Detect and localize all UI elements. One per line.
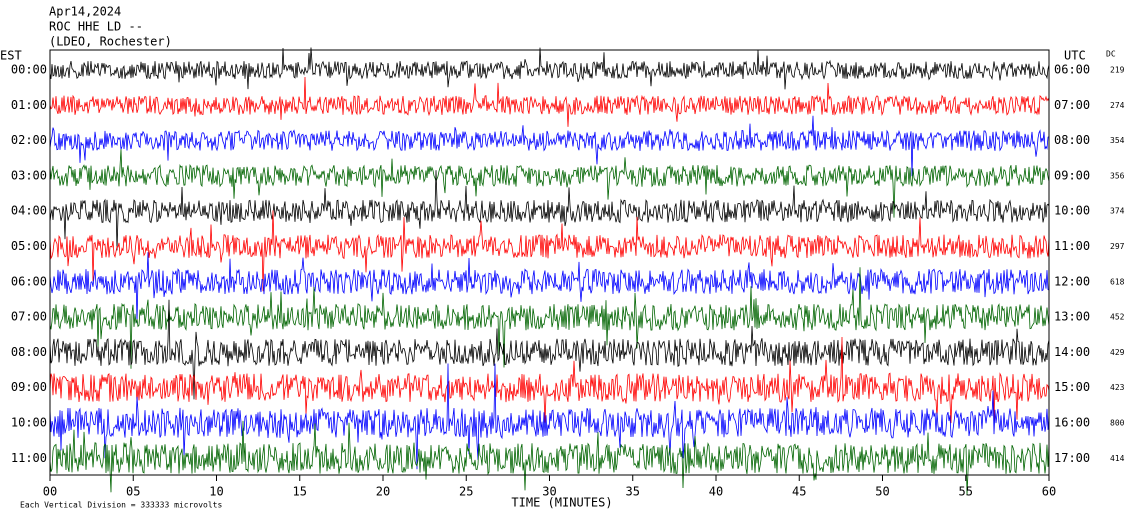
- trace: [49, 299, 1050, 400]
- right-hour-label: 08:00: [1054, 133, 1090, 147]
- left-hour-label: 10:00: [11, 416, 47, 430]
- trace: [49, 76, 1050, 127]
- x-tick-label: 40: [709, 485, 723, 499]
- right-hour-label: 14:00: [1054, 345, 1090, 359]
- title-line: ROC HHE LD --: [49, 20, 143, 34]
- left-hour-label: 08:00: [11, 345, 47, 359]
- left-hour-label: 04:00: [11, 204, 47, 218]
- left-hour-label: 02:00: [11, 133, 47, 147]
- dc-value: 452: [1110, 313, 1125, 322]
- left-axis-title: EST: [0, 49, 22, 63]
- trace: [49, 336, 1050, 424]
- right-hour-label: 06:00: [1054, 63, 1090, 77]
- right-hour-label: 09:00: [1054, 168, 1090, 182]
- dc-value: 274: [1110, 101, 1125, 110]
- x-tick-label: 45: [792, 485, 806, 499]
- dc-value: 429: [1110, 348, 1125, 357]
- left-hour-label: 11:00: [11, 451, 47, 465]
- trace: [49, 420, 1050, 496]
- trace: [49, 170, 1050, 251]
- dc-title: DC: [1106, 50, 1116, 59]
- right-hour-label: 17:00: [1054, 451, 1090, 465]
- traces: [49, 47, 1050, 496]
- dc-value: 356: [1110, 171, 1125, 180]
- x-tick-label: 50: [875, 485, 889, 499]
- footer: Each Vertical Division = 333333 microvol…: [20, 501, 222, 510]
- left-hour-label: 09:00: [11, 380, 47, 394]
- dc-value: 800: [1110, 419, 1125, 428]
- x-tick-label: 10: [209, 485, 223, 499]
- right-hour-label: 13:00: [1054, 310, 1090, 324]
- x-tick-label: 35: [626, 485, 640, 499]
- x-tick-label: 15: [293, 485, 307, 499]
- x-axis-label: TIME (MINUTES): [511, 496, 612, 510]
- trace: [49, 115, 1050, 177]
- trace: [49, 252, 1050, 323]
- trace: [49, 47, 1050, 90]
- left-hour-label: 00:00: [11, 63, 47, 77]
- dc-value: 414: [1110, 454, 1125, 463]
- left-hour-label: 06:00: [11, 274, 47, 288]
- dc-value: 354: [1110, 136, 1125, 145]
- dc-value: 423: [1110, 383, 1125, 392]
- left-hour-label: 07:00: [11, 310, 47, 324]
- right-hour-label: 10:00: [1054, 204, 1090, 218]
- x-tick-label: 20: [376, 485, 390, 499]
- right-hour-label: 12:00: [1054, 274, 1090, 288]
- trace: [49, 267, 1050, 369]
- dc-value: 374: [1110, 207, 1125, 216]
- x-tick-label: 60: [1042, 485, 1056, 499]
- dc-value: 219: [1110, 66, 1125, 75]
- x-tick-label: 55: [959, 485, 973, 499]
- left-hour-label: 05:00: [11, 239, 47, 253]
- right-hour-label: 16:00: [1054, 416, 1090, 430]
- trace: [49, 363, 1050, 470]
- right-hour-label: 07:00: [1054, 98, 1090, 112]
- trace: [49, 149, 1050, 218]
- x-tick-label: 25: [459, 485, 473, 499]
- dc-value: 297: [1110, 242, 1125, 251]
- dc-value: 618: [1110, 277, 1125, 286]
- left-hour-label: 03:00: [11, 168, 47, 182]
- x-tick-label: 30: [542, 485, 556, 499]
- x-tick-label: 00: [43, 485, 57, 499]
- trace: [49, 210, 1050, 292]
- right-hour-label: 15:00: [1054, 380, 1090, 394]
- left-hour-label: 01:00: [11, 98, 47, 112]
- title-line: (LDEO, Rochester): [49, 35, 172, 49]
- right-hour-label: 11:00: [1054, 239, 1090, 253]
- title-line: Apr14,2024: [49, 5, 121, 19]
- x-tick-label: 05: [126, 485, 140, 499]
- right-axis-title: UTC: [1064, 49, 1086, 63]
